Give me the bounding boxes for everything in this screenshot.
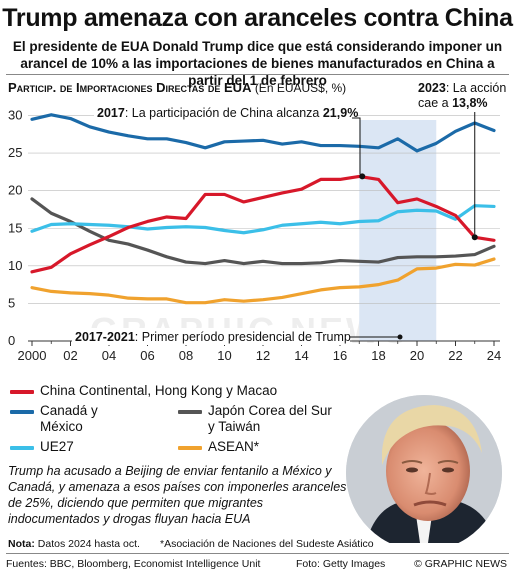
divider-bottom	[6, 553, 509, 554]
x-tick-label: 04	[102, 348, 116, 363]
legend-swatch-canada	[10, 410, 34, 414]
legend-label-china: China Continental, Hong Kong y Macao	[40, 383, 278, 398]
trump-term-shade	[359, 120, 437, 341]
x-tick-label: 06	[140, 348, 154, 363]
footnote-label: Nota:	[8, 538, 35, 550]
chart-header: Particip. de Importaciones Directas de E…	[8, 80, 346, 95]
series-line-china	[30, 174, 496, 274]
x-tick-label: 24	[487, 348, 501, 363]
y-tick-label: 25	[8, 145, 22, 160]
annotation-2017-leader	[352, 117, 361, 175]
trump-portrait-image	[346, 395, 502, 543]
legend-label-canada-2: México	[40, 419, 83, 434]
legend-label-japan-2: y Taiwán	[208, 419, 261, 434]
annotation-2023-dot	[471, 234, 478, 241]
annotation-2023-bg	[416, 78, 512, 112]
annotation-2017-dot	[359, 173, 366, 180]
footnote-asean: *Asociación de Naciones del Sudeste Asiá…	[160, 538, 374, 550]
annotation-2023-line2: cae a 13,8%	[418, 96, 488, 110]
x-tick-label: 12	[256, 348, 270, 363]
y-tick-label: 5	[8, 295, 15, 310]
legend-label-japan-1: Japón Corea del Sur	[208, 403, 332, 418]
legend-swatch-china	[10, 390, 34, 394]
sources-text: Fuentes: BBC, Bloomberg, Economist Intel…	[6, 558, 261, 570]
series-line-japan	[30, 197, 496, 266]
page-title: Trump amenaza con aranceles contra China	[2, 4, 513, 32]
legend-swatch-japan	[178, 410, 202, 414]
series-line-eu	[30, 204, 496, 235]
legend-swatch-asean	[178, 446, 202, 450]
context-note: Trump ha acusado a Beijing de enviar fen…	[8, 464, 347, 526]
y-tick-label: 20	[8, 183, 22, 198]
legend-label-eu: UE27	[40, 439, 74, 454]
footnote-data: Nota: Datos 2024 hasta oct.	[8, 538, 140, 550]
x-tick-label: 10	[217, 348, 231, 363]
annotation-2017-bg	[94, 104, 356, 121]
legend-swatch-eu	[10, 446, 34, 450]
annotation-term: 2017-2021: Primer período presidencial d…	[75, 330, 351, 344]
legend-item-asean: ASEAN*	[178, 439, 259, 455]
x-tick-label: 14	[294, 348, 308, 363]
annotation-term-bg	[72, 328, 350, 345]
legend-item-japan: Japón Corea del Sur y Taiwán	[178, 403, 332, 435]
annotation-2023-line1: 2023: La acción	[418, 81, 506, 95]
series-line-canada	[30, 113, 496, 153]
y-tick-label: 15	[8, 220, 22, 235]
copyright-credit: © GRAPHIC NEWS	[414, 558, 507, 570]
page-subtitle: El presidente de EUA Donald Trump dice q…	[12, 39, 503, 88]
x-tick-label: 16	[333, 348, 347, 363]
legend-item-eu: UE27	[10, 439, 74, 455]
x-tick-label: 2000	[18, 348, 47, 363]
legend-item-china: China Continental, Hong Kong y Macao	[10, 383, 277, 399]
x-tick-label: 20	[410, 348, 424, 363]
x-tick-label: 08	[179, 348, 193, 363]
y-tick-label: 10	[8, 258, 22, 273]
y-tick-label: 0	[8, 333, 15, 348]
series-line-asean	[30, 257, 496, 305]
footnote-value: Datos 2024 hasta oct.	[37, 538, 140, 550]
line-chart: 0 5 10 15 20 25 30 2000 02 04 06 08 10 12 14 16 18 20 22 24…	[8, 78, 512, 363]
chart-header-main: Particip. de Importaciones Directas de E…	[8, 80, 252, 95]
legend-label-asean: ASEAN*	[208, 439, 260, 454]
chart-header-unit: (En EUAUS$, %)	[254, 81, 347, 95]
x-tick-label: 18	[371, 348, 385, 363]
y-tick-label: 30	[8, 108, 22, 123]
photo-credit: Foto: Getty Images	[296, 558, 386, 570]
annotation-2017: 2017: La participación de China alcanza …	[97, 106, 358, 120]
legend-label-canada-1: Canadá y	[40, 403, 98, 418]
legend-item-canada: Canadá y México	[10, 403, 98, 435]
annotation-term-dot	[397, 334, 403, 340]
x-tick-label: 22	[448, 348, 462, 363]
x-tick-label: 02	[63, 348, 77, 363]
divider-top	[6, 74, 509, 75]
